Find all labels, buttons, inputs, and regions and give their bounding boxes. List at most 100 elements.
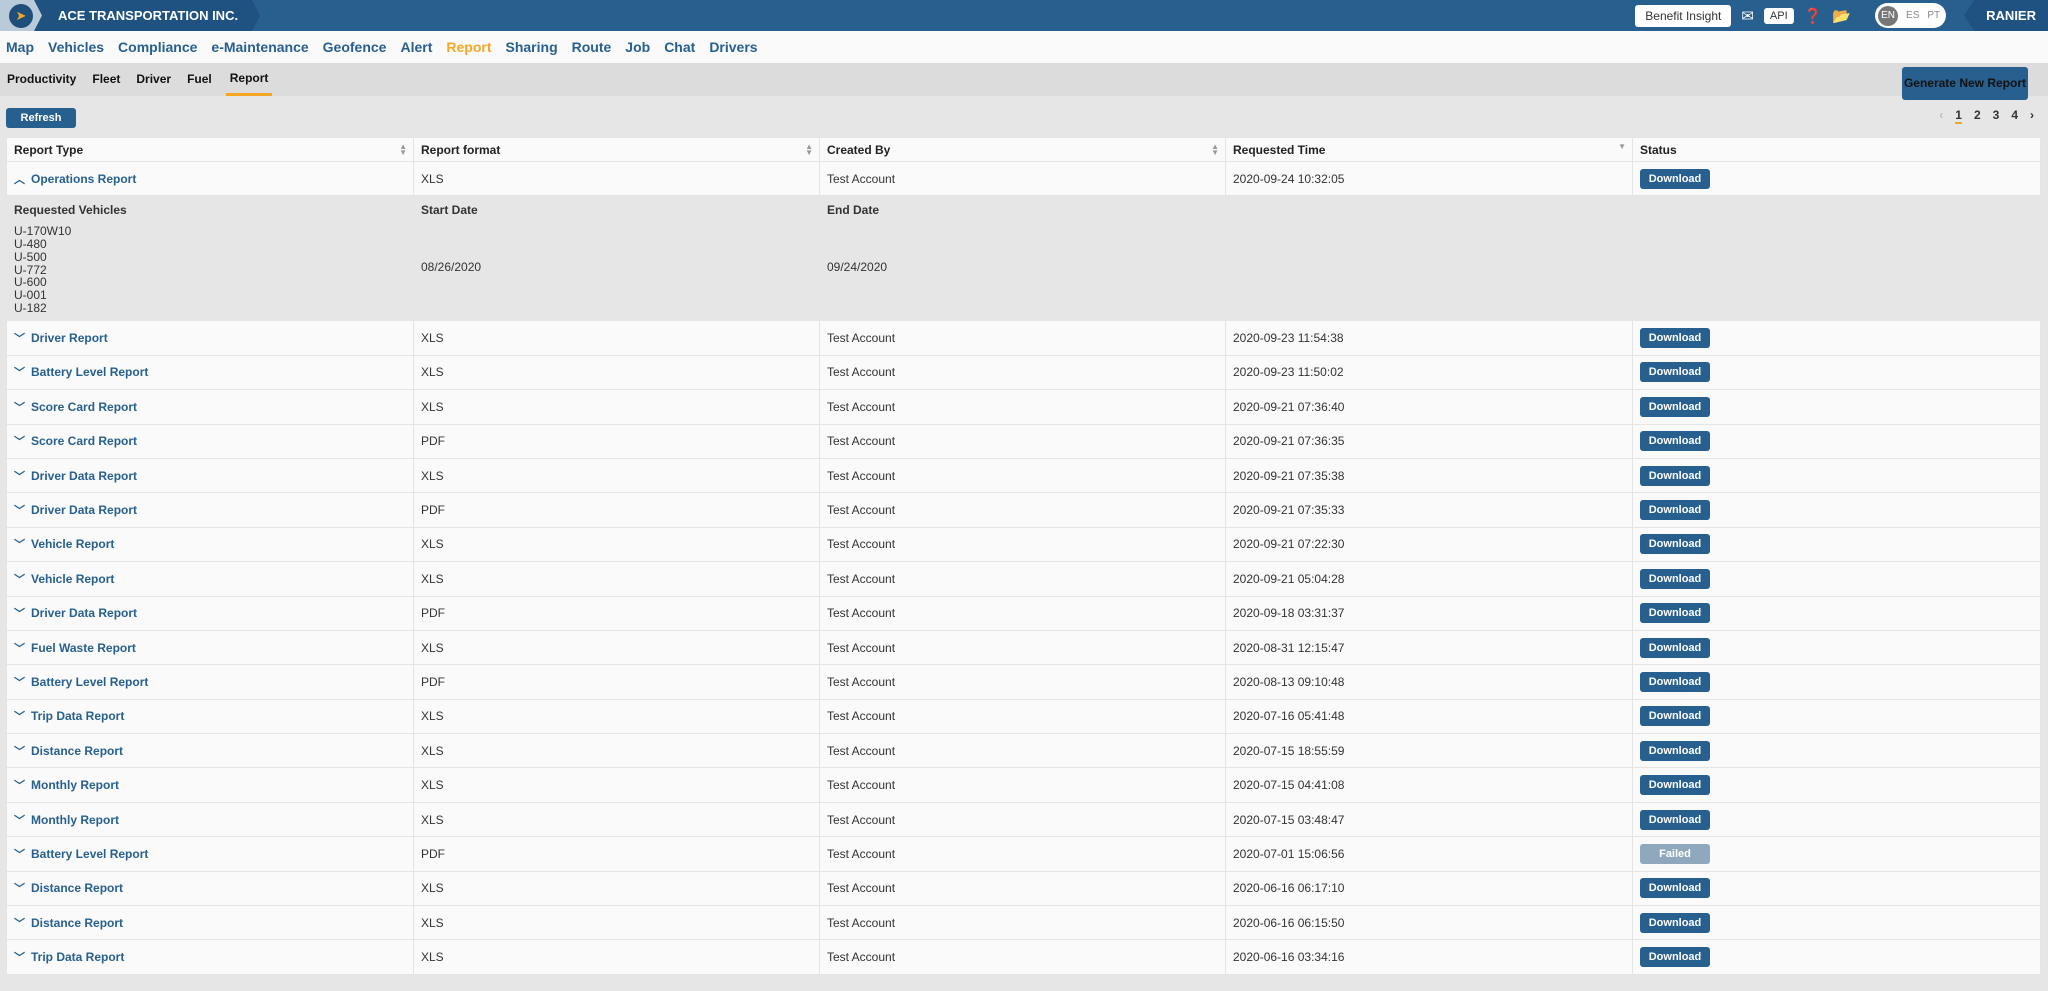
download-button[interactable]: Download [1640,534,1710,555]
chevron-down-icon[interactable]: ﹀ [14,780,25,793]
chevron-down-icon[interactable]: ﹀ [14,642,25,655]
download-button[interactable]: Download [1640,396,1710,417]
benefit-insight-button[interactable]: Benefit Insight [1635,4,1732,27]
nav-item-route[interactable]: Route [571,39,612,55]
subnav-item-report[interactable]: Report [225,63,273,96]
page-1[interactable]: 1 [1955,108,1962,124]
column-header-report-type[interactable]: Report Type ▲ ▼ [6,137,414,162]
nav-item-geofence[interactable]: Geofence [322,39,387,55]
download-button[interactable]: Download [1640,947,1710,968]
nav-item-report[interactable]: Report [446,39,492,55]
report-type-link[interactable]: ﹀ Monthly Report [6,767,414,803]
download-button[interactable]: Download [1640,740,1710,761]
report-type-link[interactable]: ﹀ Vehicle Report [6,526,414,563]
download-button[interactable]: Download [1640,809,1710,830]
subnav-item-productivity[interactable]: Productivity [7,72,77,86]
nav-item-vehicles[interactable]: Vehicles [48,39,105,55]
download-button[interactable]: Download [1640,912,1710,933]
nav-item-chat[interactable]: Chat [664,39,696,55]
report-type-link[interactable]: ﹀ Battery Level Report [6,664,414,700]
chevron-down-icon[interactable]: ﹀ [14,401,25,414]
lang-pt[interactable]: PT [1927,10,1941,21]
logo[interactable]: ➤ [0,0,42,31]
chevron-down-icon[interactable]: ﹀ [14,573,25,586]
report-type-link[interactable]: ﹀ Trip Data Report [6,939,414,975]
subnav-item-fuel[interactable]: Fuel [187,72,212,86]
download-button[interactable]: Download [1640,500,1710,521]
chevron-down-icon[interactable]: ﹀ [14,539,25,552]
report-type-link[interactable]: ﹀ Battery Level Report [6,836,414,872]
download-button[interactable]: Download [1640,706,1710,727]
report-type-link[interactable]: ﹀ Monthly Report [6,801,414,838]
nav-item-job[interactable]: Job [625,39,651,55]
page-3[interactable]: 3 [1992,108,2000,122]
report-type-link[interactable]: ﹀ Vehicle Report [6,561,414,597]
prev-page-icon[interactable]: ‹ [1939,108,1944,122]
report-type-link[interactable]: ﹀ Driver Report [6,320,414,356]
download-button[interactable]: Download [1640,328,1710,349]
chevron-down-icon[interactable]: ﹀ [14,711,25,724]
report-type-link[interactable]: ﹀ Score Card Report [6,423,414,459]
report-type-link[interactable]: ﹀ Distance Report [6,870,414,907]
column-header-requested-time[interactable]: Requested Time ▼ [1225,137,1633,162]
report-type-link[interactable]: ﹀ Driver Data Report [6,595,414,631]
download-button[interactable]: Download [1640,603,1710,624]
sort-icon[interactable]: ▲ ▼ [1211,142,1219,157]
chevron-down-icon[interactable]: ﹀ [14,505,25,518]
download-button[interactable]: Download [1640,168,1710,189]
nav-item-drivers[interactable]: Drivers [709,39,758,55]
column-header-created-by[interactable]: Created By ▲ ▼ [819,137,1226,162]
report-type-link[interactable]: ﹀ Distance Report [6,733,414,769]
refresh-button[interactable]: Refresh [6,108,76,128]
chevron-down-icon[interactable]: ﹀ [14,883,25,896]
chevron-down-icon[interactable]: ﹀ [14,367,25,380]
subnav-item-driver[interactable]: Driver [136,72,172,86]
report-type-link[interactable]: ﹀ Score Card Report [6,389,414,425]
subnav-item-fleet[interactable]: Fleet [92,72,121,86]
chevron-down-icon[interactable]: ﹀ [14,470,25,483]
generate-new-report-button[interactable]: Generate New Report [1901,67,2028,100]
chevron-up-icon[interactable]: ︿ [14,173,25,186]
chevron-down-icon[interactable]: ﹀ [14,608,25,621]
page-2[interactable]: 2 [1973,108,1981,122]
download-button[interactable]: Download [1640,465,1710,486]
folder-open-icon[interactable]: 📂 [1832,7,1852,25]
download-button[interactable]: Download [1640,878,1710,899]
sort-icon[interactable]: ▲ ▼ [805,142,813,157]
vehicle-list[interactable]: U-170W10 U-480 U-500 U-772 U-600 U-001 U-182 [14,225,406,314]
download-button[interactable]: Download [1640,775,1710,796]
chevron-down-icon[interactable]: ﹀ [14,848,25,861]
column-header-status[interactable]: Status [1632,137,2041,162]
user-menu[interactable]: RANIER [1964,0,2048,31]
report-type-link[interactable]: ﹀ Trip Data Report [6,698,414,735]
column-header-report-format[interactable]: Report format ▲ ▼ [413,137,820,162]
next-page-icon[interactable]: › [2030,108,2034,122]
chevron-down-icon[interactable]: ﹀ [14,436,25,449]
lang-es[interactable]: ES [1906,10,1920,21]
report-type-link[interactable]: ﹀ Battery Level Report [6,354,414,391]
download-button[interactable]: Download [1640,568,1710,589]
report-type-link[interactable]: ﹀ Driver Data Report [6,457,414,494]
sort-icon[interactable]: ▲ ▼ [399,142,407,157]
sort-desc-icon[interactable]: ▼ [1618,142,1626,151]
download-button[interactable]: Download [1640,637,1710,658]
nav-item-map[interactable]: Map [6,39,34,55]
chevron-down-icon[interactable]: ﹀ [14,745,25,758]
nav-item-e-maintenance[interactable]: e-Maintenance [211,39,309,55]
nav-item-compliance[interactable]: Compliance [118,39,198,55]
nav-item-alert[interactable]: Alert [400,39,433,55]
page-4[interactable]: 4 [2011,108,2018,122]
chevron-down-icon[interactable]: ﹀ [14,952,25,965]
chevron-down-icon[interactable]: ﹀ [14,333,25,346]
chevron-down-icon[interactable]: ﹀ [14,814,25,827]
mail-icon[interactable]: ✉ [1741,7,1754,25]
chevron-down-icon[interactable]: ﹀ [14,676,25,689]
download-button[interactable]: Download [1640,671,1710,692]
download-button[interactable]: Download [1640,362,1710,383]
report-type-link[interactable]: ﹀ Distance Report [6,905,414,941]
report-type-link[interactable]: ﹀ Driver Data Report [6,492,414,528]
lang-en[interactable]: EN [1878,5,1899,26]
chevron-down-icon[interactable]: ﹀ [14,917,25,930]
api-button[interactable]: API [1763,7,1794,24]
nav-item-sharing[interactable]: Sharing [505,39,558,55]
